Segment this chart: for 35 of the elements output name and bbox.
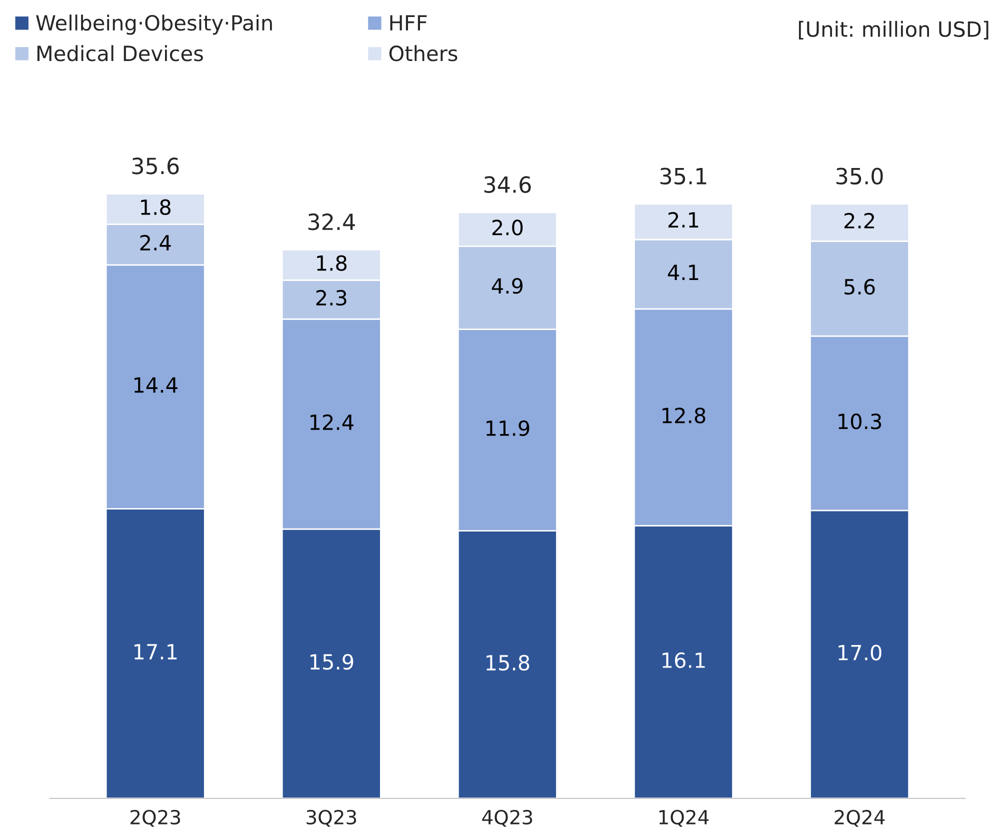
data-label: 11.9 [486, 420, 530, 436]
data-label: 2.0 [492, 220, 523, 236]
data-label: 15.8 [486, 654, 530, 671]
legend-label: HFF [390, 15, 427, 30]
data-label: 17.0 [838, 644, 882, 660]
data-label: 2.2 [844, 212, 874, 228]
x-tick-label: 2Q24 [834, 810, 885, 827]
x-tick-label: 2Q23 [130, 810, 180, 827]
total-label: 32.4 [308, 213, 355, 230]
data-label: 2.4 [140, 234, 171, 250]
data-label: 2.1 [668, 212, 698, 228]
total-label: 35.6 [132, 158, 179, 174]
data-label: 1.8 [317, 255, 347, 271]
x-tick-label: 4Q23 [482, 810, 532, 827]
total-label: 34.6 [484, 176, 531, 193]
total-label: 35.1 [660, 168, 706, 185]
text: [Unit: million USD] [798, 20, 988, 40]
data-label: 15.9 [310, 654, 354, 670]
data-label: 4.9 [492, 278, 523, 294]
data-label: 14.4 [134, 377, 178, 393]
data-label: 12.8 [662, 408, 706, 424]
data-label: 1.8 [141, 199, 171, 216]
data-label: 2.3 [316, 290, 346, 306]
data-label: 10.3 [838, 414, 882, 430]
legend-label: Medical Devices [37, 45, 203, 62]
x-tick-label: 3Q23 [306, 810, 356, 827]
data-label: 4.1 [668, 264, 698, 280]
data-label: 12.4 [310, 414, 354, 430]
legend-label: Wellbeing·Obesity·Pain [36, 14, 272, 35]
data-label: 17.1 [134, 644, 177, 660]
data-label: 5.6 [844, 278, 875, 295]
x-tick-label: 1Q24 [659, 810, 709, 827]
total-label: 35.0 [836, 168, 883, 185]
data-label: 16.1 [662, 652, 705, 668]
legend-label: Others [389, 45, 458, 62]
